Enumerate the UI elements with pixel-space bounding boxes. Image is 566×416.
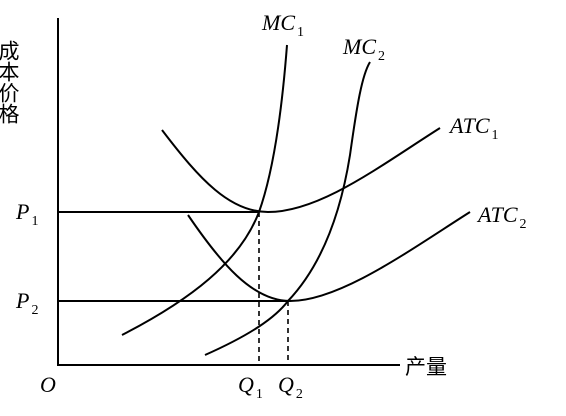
label-subscript: 2 — [520, 217, 527, 232]
label-main: ATC — [448, 113, 490, 138]
label-main: P — [15, 288, 29, 313]
label-subscript: 1 — [256, 387, 263, 402]
label-main: ATC — [476, 202, 518, 227]
y-axis-label: 成本价格 — [0, 40, 20, 124]
label-subscript: 2 — [378, 49, 385, 64]
label-subscript: 2 — [296, 387, 303, 402]
atc2-curve — [187, 211, 471, 303]
label-main: Q — [278, 372, 294, 397]
origin-label: O — [40, 372, 56, 397]
mc2-label: MC 2 — [342, 34, 385, 64]
label-subscript: 1 — [31, 214, 38, 229]
mc1-curve — [121, 44, 288, 336]
label-main: P — [15, 199, 29, 224]
atc2-label: ATC 2 — [476, 202, 527, 232]
label-main: Q — [238, 372, 254, 397]
mc1-label: MC 1 — [261, 10, 304, 40]
label-subscript: 1 — [492, 128, 499, 143]
x-axis-label: 产量 — [405, 355, 447, 379]
label-main: MC — [261, 10, 295, 35]
label-main: MC — [342, 34, 376, 59]
label-subscript: 2 — [31, 303, 38, 318]
atc1-curve — [161, 127, 441, 214]
label-subscript: 1 — [297, 25, 304, 40]
mc2-curve — [204, 61, 371, 356]
atc1-label: ATC 1 — [448, 113, 499, 143]
y-axis-label-text: 成本价格 — [0, 40, 20, 124]
